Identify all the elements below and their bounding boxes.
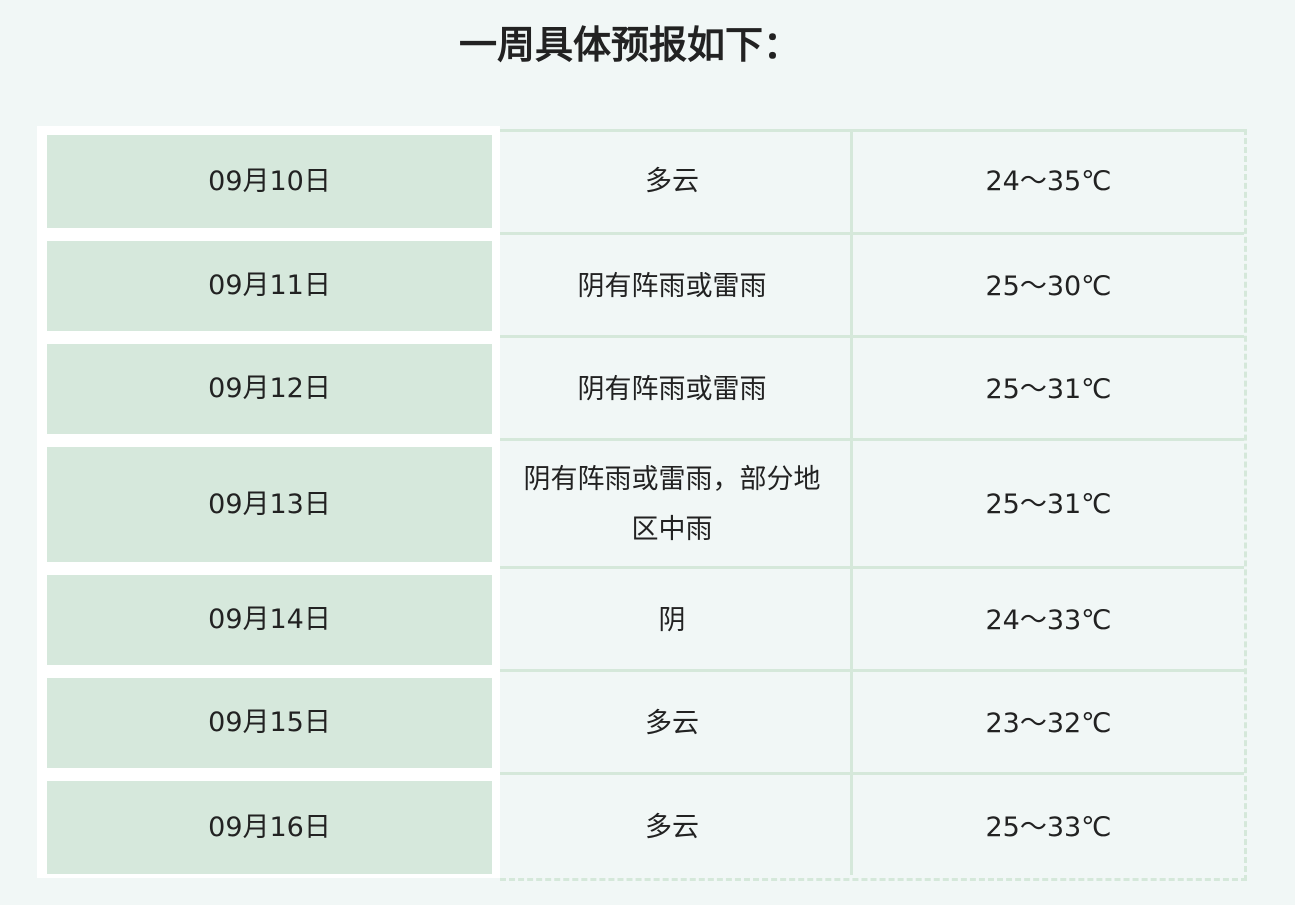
temp-cell: 25～31℃ — [985, 489, 1112, 520]
weather-cell: 多云 — [645, 812, 699, 843]
detail-columns — [500, 129, 1247, 881]
forecast-table: 09月10日 多云 24～35℃ 09月11日 阴有阵雨或雷雨 25～30℃ 09月12日阴… — [37, 126, 1247, 881]
temp-cell: 23～32℃ — [985, 707, 1112, 739]
weather-cell: 多云 — [645, 707, 699, 739]
row-divider — [500, 335, 1244, 338]
date-cell: 09月10日 — [47, 135, 492, 228]
temp-cell: 25～31℃ — [985, 373, 1112, 405]
row-divider — [500, 772, 1244, 775]
date-cell: 09月12日 — [47, 344, 492, 434]
row-divider — [500, 669, 1244, 672]
date-cell: 09月11日 — [47, 241, 492, 331]
weather-cell: 阴有阵雨或雷雨，部分地区中雨 — [523, 464, 821, 545]
row-divider — [500, 438, 1244, 441]
weather-cell: 阴有阵雨或雷雨 — [577, 270, 767, 302]
temp-cell: 25～33℃ — [985, 812, 1112, 843]
date-cell: 09月16日 — [47, 781, 492, 874]
row-divider — [500, 566, 1244, 569]
title: 一周具体预报如下： — [458, 23, 801, 67]
date-cell: 09月14日 — [47, 575, 492, 665]
weather-cell: 阴有阵雨或雷雨 — [577, 373, 767, 405]
weather-cell: 阴 — [658, 604, 686, 636]
weather-cell: 多云 — [645, 166, 699, 197]
temp-cell: 24～33℃ — [985, 604, 1112, 636]
row-divider — [500, 232, 1244, 235]
date-cell: 09月15日 — [47, 678, 492, 768]
temp-cell: 25～30℃ — [985, 270, 1112, 302]
temp-cell: 24～35℃ — [985, 166, 1112, 197]
date-cell: 09月13日 — [47, 447, 492, 562]
column-divider — [850, 129, 853, 875]
